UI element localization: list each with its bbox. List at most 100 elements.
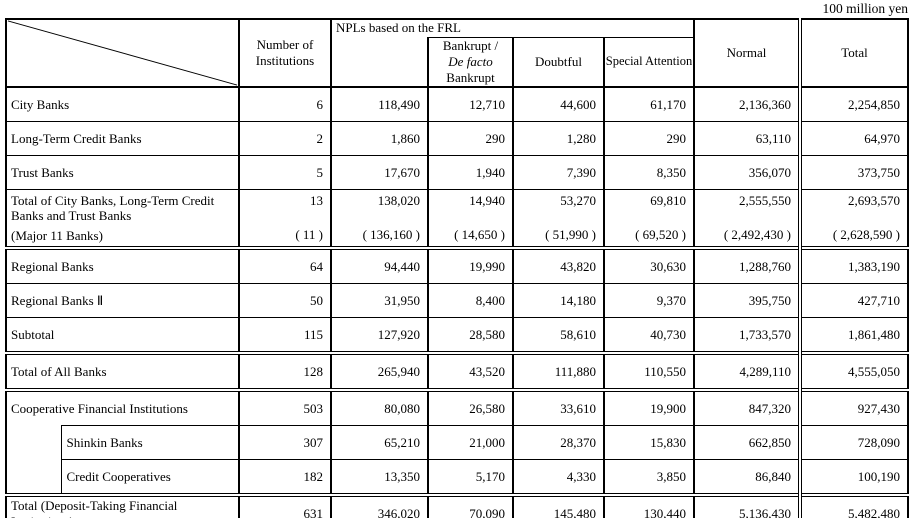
value-cell: 80,080 (330, 388, 428, 426)
row-label: Cooperative Financial Institutions (6, 388, 239, 426)
value-cell: 58,610 (512, 317, 604, 353)
value-cell: 182 (238, 459, 331, 495)
value-cell: 395,750 (693, 283, 801, 318)
value-paren: ( 136,160 ) (362, 226, 420, 242)
value-cell: 70,090 (427, 493, 513, 518)
table-row: Trust Banks 5 17,670 1,940 7,390 8,350 3… (6, 155, 909, 190)
value-cell: 43,520 (427, 351, 513, 390)
value-cell: 4,330 (512, 459, 604, 495)
value-cell: 427,710 (798, 283, 909, 318)
value-cell: 28,580 (427, 317, 513, 353)
value-cell: 1,861,480 (798, 317, 909, 353)
value-main: 2,555,550 (739, 192, 792, 208)
table-row: Long-Term Credit Banks 2 1,860 290 1,280… (6, 121, 909, 156)
value-main: 69,810 (650, 192, 687, 208)
value-cell: 8,400 (427, 283, 513, 318)
table-row: Subtotal 115 127,920 28,580 58,610 40,73… (6, 317, 909, 353)
value-cell: 40,730 (602, 317, 695, 353)
row-label: Trust Banks (6, 155, 239, 190)
value-cell: 1,940 (427, 155, 513, 190)
table-row: Regional Banks Ⅱ 50 31,950 8,400 14,180 … (6, 283, 909, 318)
value-cell: 69,810 ( 69,520 ) (602, 189, 695, 248)
col-group-npl-frl: NPLs based on the FRL (329, 19, 695, 37)
value-cell: 94,440 (330, 246, 428, 284)
value-cell: 5 (238, 155, 331, 190)
value-cell: 65,210 (330, 425, 428, 460)
value-cell: 28,370 (512, 425, 604, 460)
value-cell: 14,180 (512, 283, 604, 318)
value-main: 138,020 (377, 192, 420, 208)
row-label: Total of City Banks, Long-Term Credit Ba… (6, 189, 239, 248)
value-cell: 19,990 (427, 246, 513, 284)
value-cell: 4,289,110 (693, 351, 801, 390)
row-label-line1: Total of City Banks, Long-Term Credit Ba… (11, 192, 215, 223)
value-cell: 847,320 (693, 388, 801, 426)
value-cell: 503 (238, 388, 331, 426)
value-cell: 15,830 (602, 425, 695, 460)
value-cell: 13 ( 11 ) (238, 189, 331, 248)
value-cell: 5,482,480 (798, 493, 909, 518)
diagonal-header-cell (6, 19, 239, 88)
value-main: 14,940 (469, 192, 505, 208)
value-paren: ( 14,650 ) (454, 226, 505, 242)
value-cell: 307 (238, 425, 331, 460)
table-row-sub: Credit Cooperatives 182 13,350 5,170 4,3… (6, 459, 909, 495)
table-row: Total of All Banks 128 265,940 43,520 11… (6, 351, 909, 390)
value-cell: 14,940 ( 14,650 ) (427, 189, 513, 248)
value-cell: 127,920 (330, 317, 428, 353)
value-cell: 2 (238, 121, 331, 156)
row-label: Shinkin Banks (61, 425, 239, 460)
value-cell: 290 (602, 121, 695, 156)
value-cell: 3,850 (602, 459, 695, 495)
value-cell: 44,600 (512, 86, 604, 122)
col-header-special-attention: Special Attention (602, 36, 695, 88)
row-label: Total of All Banks (6, 351, 239, 390)
row-label: City Banks (6, 86, 239, 122)
value-cell: 1,280 (512, 121, 604, 156)
value-cell: 2,555,550 ( 2,492,430 ) (693, 189, 801, 248)
table-row-grand-total: Total (Deposit-Taking Financial Institut… (6, 493, 909, 518)
value-cell: 110,550 (602, 351, 695, 390)
value-cell: 728,090 (798, 425, 909, 460)
value-cell: 9,370 (602, 283, 695, 318)
value-cell: 64 (238, 246, 331, 284)
value-cell: 5,170 (427, 459, 513, 495)
indent-cell (6, 425, 62, 460)
bankrupt-line2-defacto: De facto (448, 53, 493, 69)
value-paren: ( 69,520 ) (635, 226, 687, 242)
value-cell: 265,940 (330, 351, 428, 390)
table-row-major-banks-total: Total of City Banks, Long-Term Credit Ba… (6, 189, 909, 248)
value-cell: 1,288,760 (693, 246, 801, 284)
value-cell: 21,000 (427, 425, 513, 460)
col-header-normal: Normal (693, 19, 801, 88)
col-header-bankrupt: Bankrupt / De facto Bankrupt (427, 36, 513, 88)
col-header-doubtful: Doubtful (512, 36, 604, 88)
value-cell: 2,136,360 (693, 86, 801, 122)
npl-table: Number of Institutions NPLs based on the… (5, 18, 910, 518)
table-row-sub: Shinkin Banks 307 65,210 21,000 28,370 1… (6, 425, 909, 460)
value-cell: 43,820 (512, 246, 604, 284)
value-cell: 662,850 (693, 425, 801, 460)
value-paren: ( 2,492,430 ) (723, 226, 792, 242)
value-main: 13 (310, 192, 323, 208)
value-cell: 53,270 ( 51,990 ) (512, 189, 604, 248)
value-cell: 631 (238, 493, 331, 518)
value-cell: 2,693,570 ( 2,628,590 ) (798, 189, 909, 248)
row-label: Regional Banks (6, 246, 239, 284)
value-paren: ( 51,990 ) (545, 226, 596, 242)
value-cell: 6 (238, 86, 331, 122)
value-cell: 118,490 (330, 86, 428, 122)
table-row: City Banks 6 118,490 12,710 44,600 61,17… (6, 86, 909, 122)
col-header-institutions: Number of Institutions (238, 19, 331, 88)
value-cell: 86,840 (693, 459, 801, 495)
value-cell: 5,136,430 (693, 493, 801, 518)
value-cell: 13,350 (330, 459, 428, 495)
value-cell: 356,070 (693, 155, 801, 190)
table-row: Cooperative Financial Institutions 503 8… (6, 388, 909, 426)
row-label: Total (Deposit-Taking Financial Institut… (6, 493, 239, 518)
value-cell: 4,555,050 (798, 351, 909, 390)
value-cell: 50 (238, 283, 331, 318)
value-cell: 8,350 (602, 155, 695, 190)
value-paren: ( 2,628,590 ) (832, 226, 901, 242)
